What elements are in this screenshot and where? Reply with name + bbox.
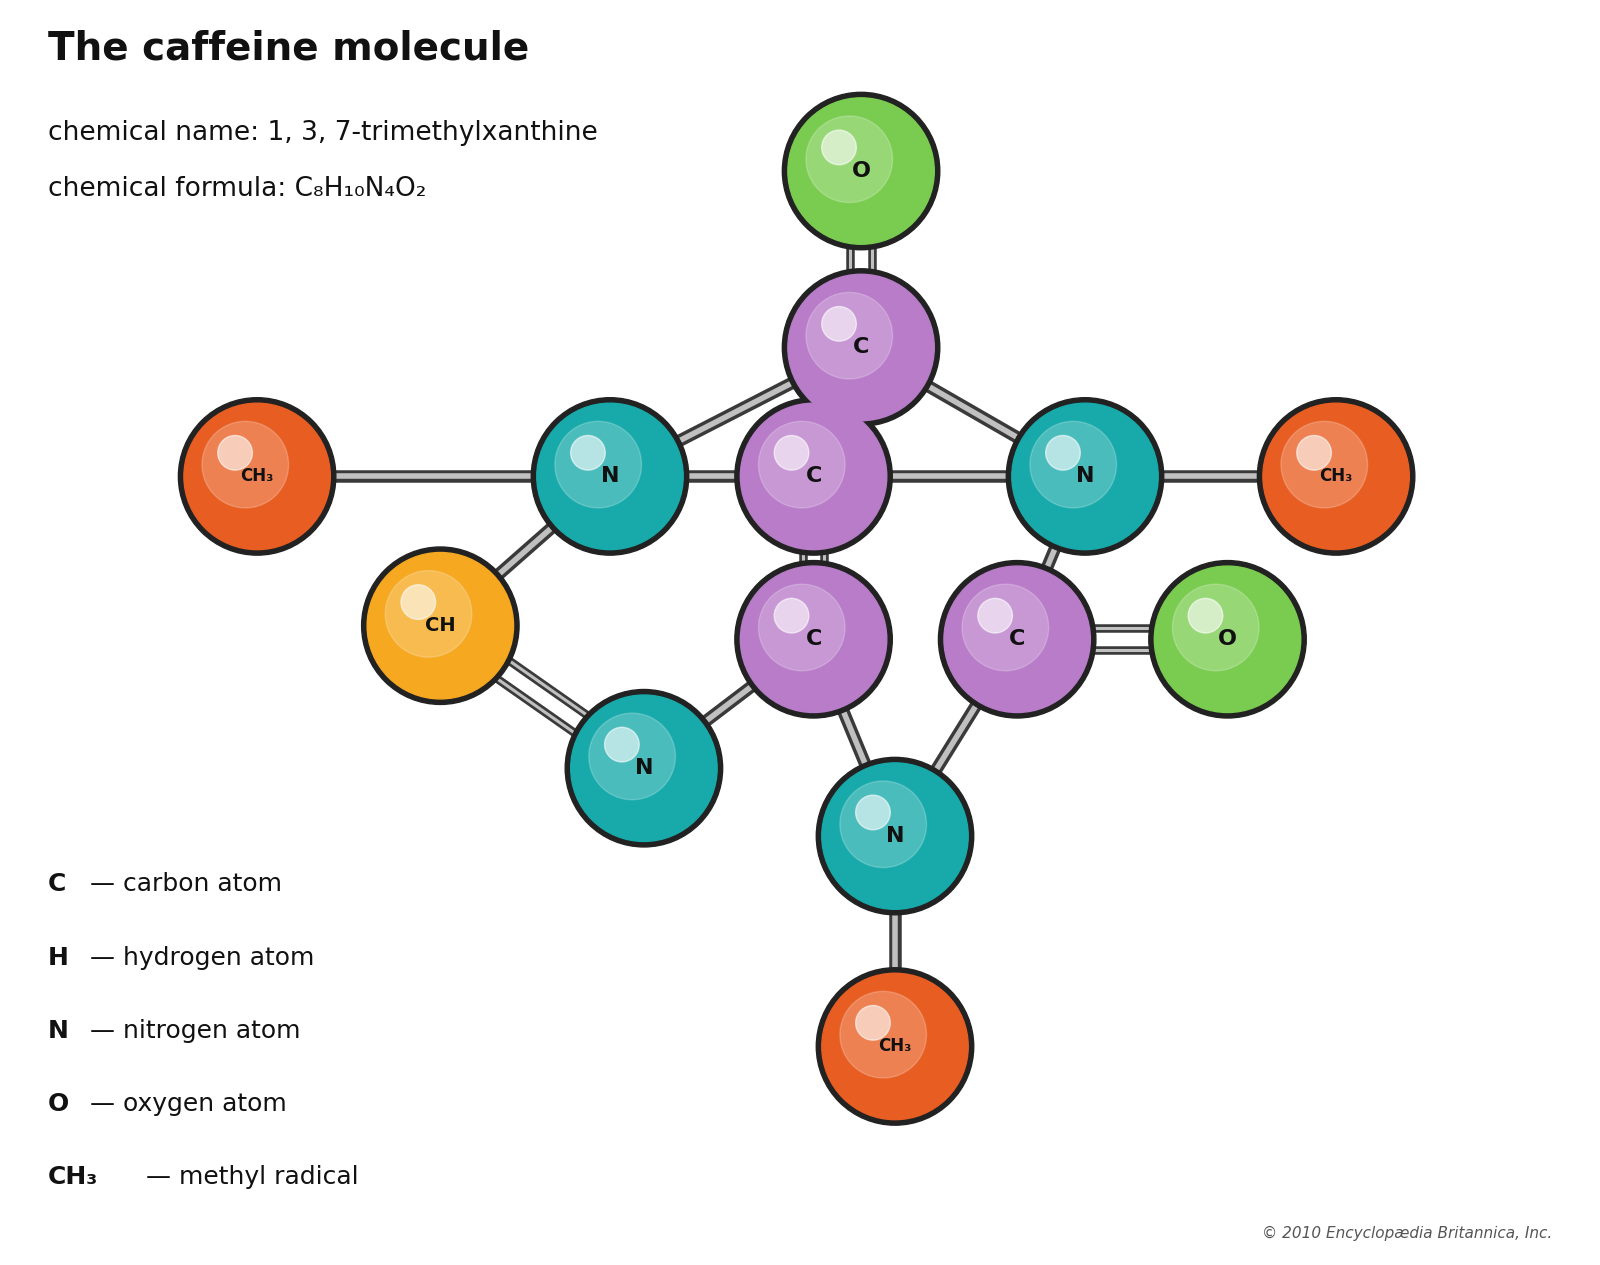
Circle shape [1189,598,1222,632]
Text: O: O [1218,629,1237,649]
Text: N: N [1075,467,1094,487]
Circle shape [1282,421,1368,509]
Text: chemical name: 1, 3, 7-trimethylxanthine: chemical name: 1, 3, 7-trimethylxanthine [48,120,597,145]
Circle shape [605,727,638,762]
Circle shape [571,694,717,841]
Circle shape [1258,397,1414,555]
Circle shape [782,268,939,426]
Circle shape [1296,435,1331,471]
Circle shape [787,97,934,244]
Circle shape [202,421,288,509]
Text: — carbon atom: — carbon atom [82,873,282,897]
Circle shape [531,397,688,555]
Circle shape [565,689,723,848]
Text: The caffeine molecule: The caffeine molecule [48,29,530,67]
Text: CH₃: CH₃ [240,468,274,486]
Text: C: C [48,873,66,897]
Circle shape [816,758,974,915]
Circle shape [1149,560,1306,719]
Circle shape [758,421,845,509]
Circle shape [1173,584,1259,670]
Circle shape [571,435,605,471]
Circle shape [816,968,974,1125]
Text: N: N [886,826,904,846]
Circle shape [366,553,514,700]
Circle shape [806,292,893,380]
Circle shape [840,781,926,868]
Circle shape [758,584,845,670]
Circle shape [856,1006,890,1040]
Circle shape [978,598,1013,632]
Circle shape [386,571,472,658]
Circle shape [184,404,330,549]
Circle shape [782,92,939,249]
Text: O: O [851,161,870,181]
Circle shape [840,992,926,1078]
Text: C: C [853,338,869,358]
Circle shape [944,565,1090,712]
Text: N: N [600,467,619,487]
Circle shape [1006,397,1163,555]
Text: C: C [1010,629,1026,649]
Text: chemical formula: C₈H₁₀N₄O₂: chemical formula: C₈H₁₀N₄O₂ [48,176,426,201]
Text: N: N [635,758,653,778]
Circle shape [822,973,968,1120]
Circle shape [741,565,886,712]
Text: CH: CH [426,616,456,635]
Circle shape [741,404,886,549]
Circle shape [1011,404,1158,549]
Circle shape [589,713,675,799]
Circle shape [806,116,893,202]
Text: C: C [805,467,822,487]
Circle shape [1154,565,1301,712]
Text: N: N [48,1018,69,1042]
Circle shape [362,546,518,705]
Text: — nitrogen atom: — nitrogen atom [82,1018,301,1042]
Text: O: O [48,1092,69,1116]
Text: — hydrogen atom: — hydrogen atom [82,945,315,969]
Text: CH₃: CH₃ [1320,468,1352,486]
Text: C: C [805,629,822,649]
Circle shape [555,421,642,509]
Circle shape [178,397,336,555]
Text: © 2010 Encyclopædia Britannica, Inc.: © 2010 Encyclopædia Britannica, Inc. [1262,1226,1552,1241]
Text: CH₃: CH₃ [878,1037,912,1055]
Circle shape [536,404,683,549]
Circle shape [402,584,435,620]
Circle shape [856,796,890,830]
Circle shape [774,435,810,471]
Circle shape [962,584,1048,670]
Circle shape [774,598,810,632]
Circle shape [1046,435,1080,471]
Circle shape [787,275,934,421]
Circle shape [1262,404,1410,549]
Text: H: H [48,945,69,969]
Circle shape [822,763,968,910]
Circle shape [822,130,856,164]
Circle shape [218,435,253,471]
Circle shape [1030,421,1117,509]
Circle shape [734,397,893,555]
Text: CH₃: CH₃ [48,1165,98,1189]
Circle shape [939,560,1096,719]
Text: — oxygen atom: — oxygen atom [82,1092,286,1116]
Circle shape [822,306,856,342]
Circle shape [734,560,893,719]
Text: — methyl radical: — methyl radical [138,1165,358,1189]
